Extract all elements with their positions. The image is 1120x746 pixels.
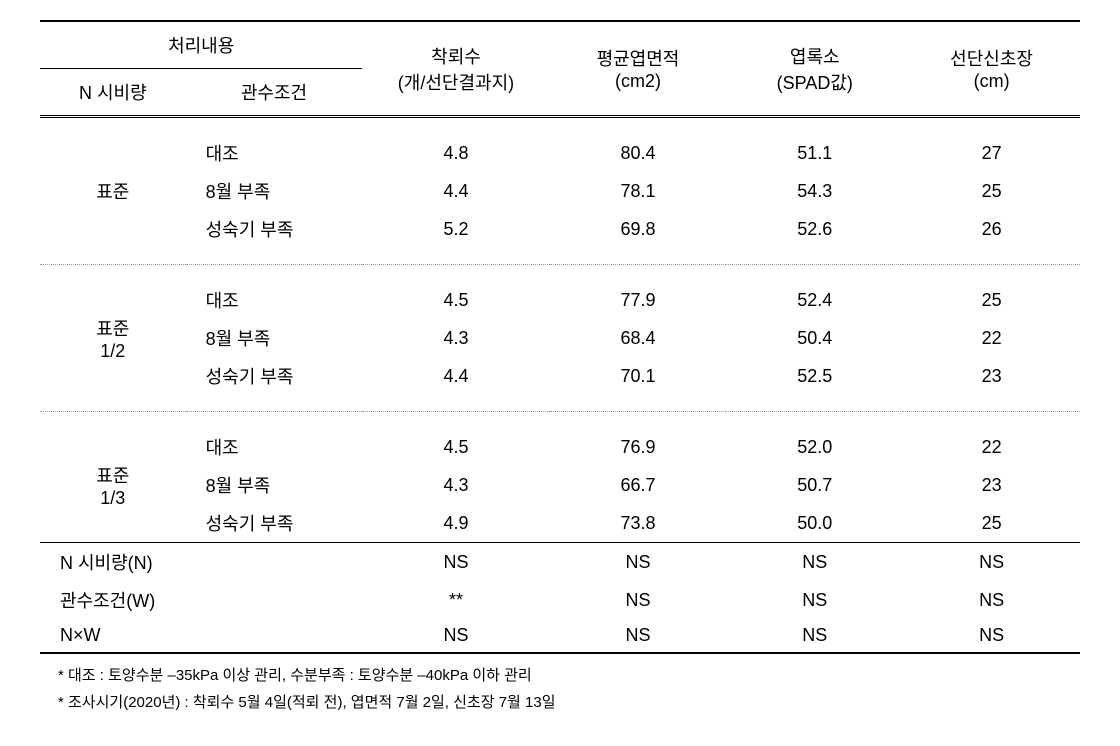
stat-cell: NS [903, 619, 1080, 653]
group-label-l2: 1/3 [100, 488, 125, 508]
cond-cell: 8월 부족 [186, 466, 363, 504]
value-cell: 27 [903, 134, 1080, 172]
header-col1: N 시비량 [40, 69, 186, 117]
value-cell: 52.5 [726, 357, 903, 395]
table-row: 성숙기 부족 4.9 73.8 50.0 25 [40, 504, 1080, 543]
value-cell: 22 [903, 319, 1080, 357]
value-cell: 76.9 [550, 428, 727, 466]
value-cell: 23 [903, 466, 1080, 504]
table-row: 표준 1/2 대조 4.5 77.9 52.4 25 [40, 281, 1080, 319]
group-label: 표준 1/2 [40, 281, 186, 395]
data-table: 처리내용 착뢰수 (개/선단결과지) 평균엽면적 (cm2) 엽록소 (SPAD… [40, 20, 1080, 654]
group-label-l1: 표준 [96, 466, 129, 486]
stat-cell: ** [362, 581, 549, 619]
header-col5: 엽록소 (SPAD값) [726, 21, 903, 117]
value-cell: 26 [903, 210, 1080, 248]
stat-cell: NS [550, 619, 727, 653]
cond-cell: 8월 부족 [186, 319, 363, 357]
stat-cell: NS [362, 619, 549, 653]
stat-row: 관수조건(W) ** NS NS NS [40, 581, 1080, 619]
table-row: 8월 부족 4.3 68.4 50.4 22 [40, 319, 1080, 357]
cond-cell: 대조 [186, 428, 363, 466]
header-col5-l2: (SPAD값) [777, 73, 853, 93]
cond-cell: 8월 부족 [186, 172, 363, 210]
value-cell: 22 [903, 428, 1080, 466]
cond-cell: 성숙기 부족 [186, 504, 363, 543]
stat-cell: NS [550, 543, 727, 582]
header-col4: 평균엽면적 (cm2) [550, 21, 727, 117]
header-col2: 관수조건 [186, 69, 363, 117]
value-cell: 4.4 [362, 172, 549, 210]
stat-cell: NS [726, 543, 903, 582]
stat-row: N 시비량(N) NS NS NS NS [40, 543, 1080, 582]
table-row: 표준 1/3 대조 4.5 76.9 52.0 22 [40, 428, 1080, 466]
value-cell: 73.8 [550, 504, 727, 543]
stat-cell: NS [726, 619, 903, 653]
value-cell: 54.3 [726, 172, 903, 210]
value-cell: 4.9 [362, 504, 549, 543]
value-cell: 4.3 [362, 466, 549, 504]
table-row: 성숙기 부족 5.2 69.8 52.6 26 [40, 210, 1080, 248]
value-cell: 77.9 [550, 281, 727, 319]
value-cell: 50.7 [726, 466, 903, 504]
stat-cell: NS [726, 581, 903, 619]
stat-row: N×W NS NS NS NS [40, 619, 1080, 653]
value-cell: 25 [903, 281, 1080, 319]
stat-label: 관수조건(W) [40, 581, 362, 619]
header-col4-l1: 평균엽면적 [597, 49, 680, 69]
header-treatment: 처리내용 [40, 21, 362, 69]
cond-cell: 대조 [186, 134, 363, 172]
cond-cell: 대조 [186, 281, 363, 319]
value-cell: 52.0 [726, 428, 903, 466]
header-col6-l2: (cm) [974, 71, 1010, 91]
stat-label: N×W [40, 619, 362, 653]
header-col3: 착뢰수 (개/선단결과지) [362, 21, 549, 117]
value-cell: 51.1 [726, 134, 903, 172]
value-cell: 25 [903, 504, 1080, 543]
value-cell: 50.4 [726, 319, 903, 357]
header-col3-l2: (개/선단결과지) [398, 73, 514, 93]
value-cell: 25 [903, 172, 1080, 210]
value-cell: 4.5 [362, 281, 549, 319]
table-row: 표준 대조 4.8 80.4 51.1 27 [40, 134, 1080, 172]
value-cell: 70.1 [550, 357, 727, 395]
header-col6-l1: 선단신초장 [950, 49, 1033, 69]
value-cell: 50.0 [726, 504, 903, 543]
cond-cell: 성숙기 부족 [186, 357, 363, 395]
stat-label: N 시비량(N) [40, 543, 362, 582]
value-cell: 66.7 [550, 466, 727, 504]
value-cell: 4.5 [362, 428, 549, 466]
group-label: 표준 [40, 134, 186, 248]
value-cell: 5.2 [362, 210, 549, 248]
value-cell: 4.8 [362, 134, 549, 172]
value-cell: 52.4 [726, 281, 903, 319]
value-cell: 4.4 [362, 357, 549, 395]
group-label: 표준 1/3 [40, 428, 186, 543]
value-cell: 69.8 [550, 210, 727, 248]
table-row: 8월 부족 4.3 66.7 50.7 23 [40, 466, 1080, 504]
value-cell: 68.4 [550, 319, 727, 357]
footnote-line: * 대조 : 토양수분 –35kPa 이상 관리, 수분부족 : 토양수분 –4… [58, 662, 1080, 689]
table-row: 8월 부족 4.4 78.1 54.3 25 [40, 172, 1080, 210]
value-cell: 80.4 [550, 134, 727, 172]
footnotes: * 대조 : 토양수분 –35kPa 이상 관리, 수분부족 : 토양수분 –4… [40, 662, 1080, 716]
header-col4-l2: (cm2) [615, 71, 661, 91]
header-col5-l1: 엽록소 [790, 47, 840, 67]
table-row: 성숙기 부족 4.4 70.1 52.5 23 [40, 357, 1080, 395]
value-cell: 4.3 [362, 319, 549, 357]
cond-cell: 성숙기 부족 [186, 210, 363, 248]
stat-cell: NS [362, 543, 549, 582]
footnote-line: * 조사시기(2020년) : 착뢰수 5월 4일(적뢰 전), 엽면적 7월 … [58, 689, 1080, 716]
stat-cell: NS [903, 581, 1080, 619]
group-label-l2: 1/2 [100, 341, 125, 361]
stat-cell: NS [550, 581, 727, 619]
header-col6: 선단신초장 (cm) [903, 21, 1080, 117]
stat-cell: NS [903, 543, 1080, 582]
group-label-l1: 표준 [96, 319, 129, 339]
value-cell: 52.6 [726, 210, 903, 248]
header-col3-l1: 착뢰수 [431, 47, 481, 67]
value-cell: 78.1 [550, 172, 727, 210]
value-cell: 23 [903, 357, 1080, 395]
